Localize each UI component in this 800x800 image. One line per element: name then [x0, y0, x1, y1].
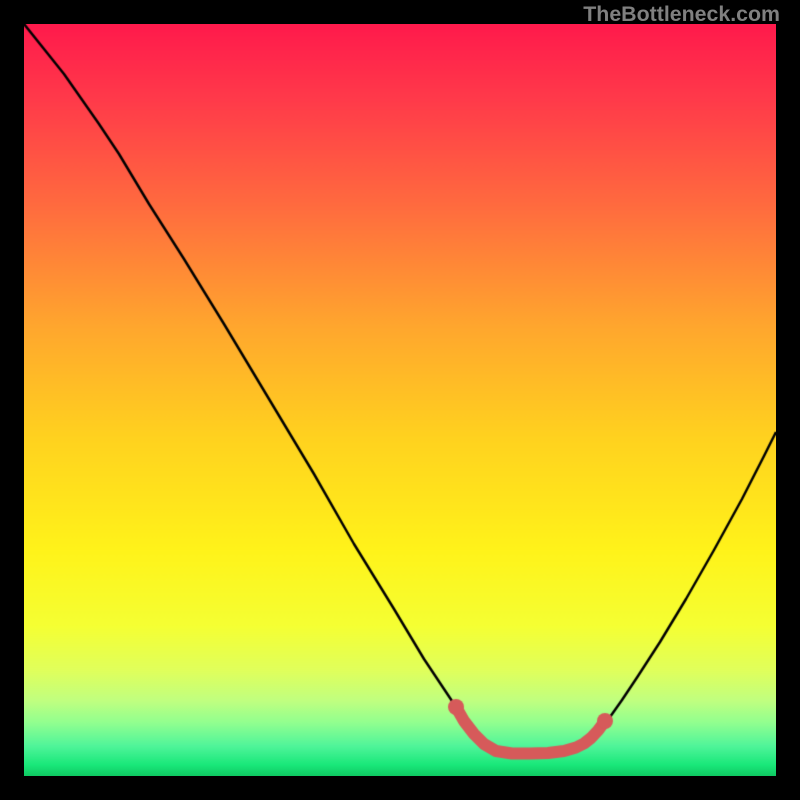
chart-stage: TheBottleneck.com [0, 0, 800, 800]
watermark-label: TheBottleneck.com [583, 2, 780, 27]
plot-area [24, 24, 776, 776]
gradient-curve-canvas [24, 24, 776, 776]
